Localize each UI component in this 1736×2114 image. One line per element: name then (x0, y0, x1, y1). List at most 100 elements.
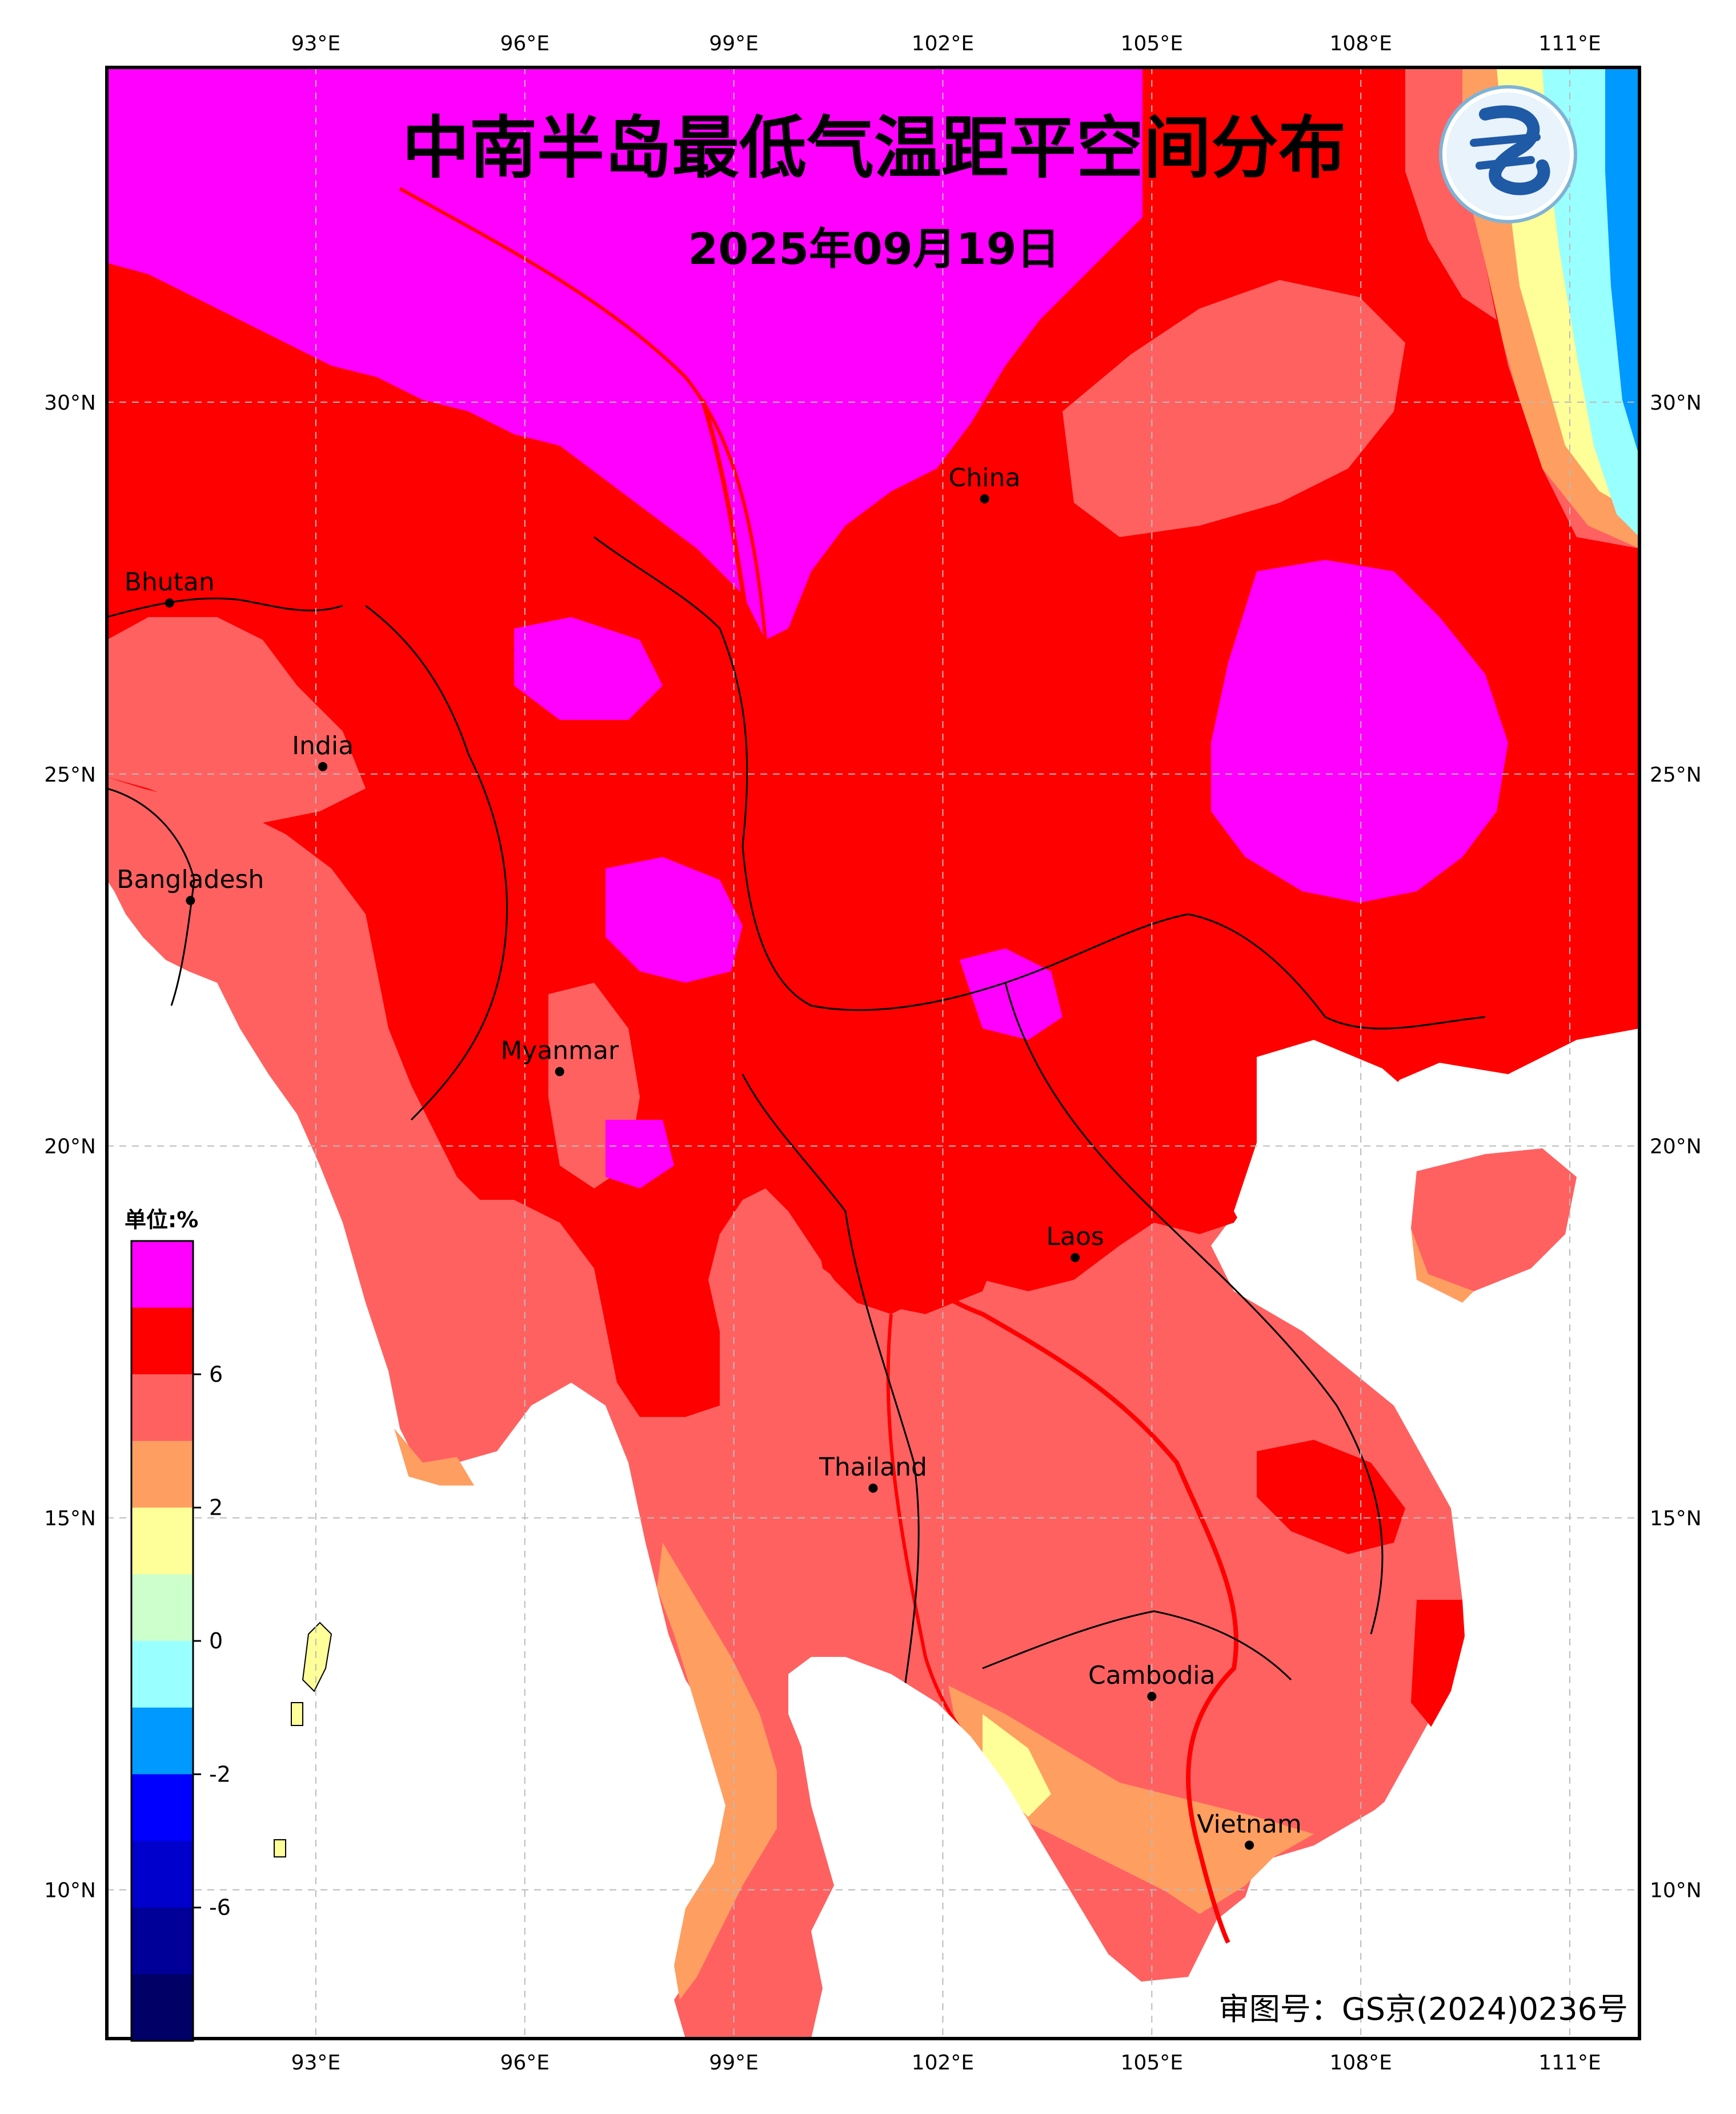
lon-tick-bottom: 96°E (500, 2051, 550, 2075)
lat-tick-right: 25°N (1650, 763, 1702, 787)
lat-tick-right: 30°N (1650, 391, 1702, 415)
coast-anomaly-0to2-tenasserim (657, 1543, 777, 2000)
lon-tick-top: 96°E (500, 32, 550, 55)
map-frame (105, 66, 1641, 2040)
coast-anomaly-0to2-gulf (948, 1685, 1314, 1914)
lat-tick-left: 15°N (44, 1507, 96, 1531)
place-label: Cambodia (1088, 1661, 1216, 1690)
lon-tick-bottom: 102°E (912, 2051, 974, 2075)
place-dot (165, 598, 174, 608)
place-dot (1245, 1840, 1254, 1850)
lon-ticks-bottom: 93°E 96°E 99°E 102°E 105°E 108°E 111°E (291, 2051, 1601, 2075)
colorbar-tick-label: 2 (209, 1495, 223, 1520)
andaman-islands (274, 1621, 332, 1857)
place-label: Myanmar (500, 1036, 619, 1066)
colorbar-swatches (131, 1241, 193, 2041)
colorbar-swatch (131, 1241, 193, 1308)
hainan-coast (1411, 1228, 1474, 1303)
border-bangladesh (107, 787, 195, 1006)
border-china-south (594, 536, 1486, 1030)
colorbar-swatch (131, 1441, 193, 1508)
colorbar-tick-label: 6 (209, 1362, 223, 1387)
border-india-myanmar (365, 604, 508, 1121)
lon-tick-bottom: 105°E (1121, 2051, 1183, 2075)
place-dot (1071, 1253, 1080, 1263)
land-anomaly-2to4-patch2 (1063, 280, 1405, 537)
place-label: India (292, 731, 354, 760)
land-anomaly-2to4-patch1 (107, 617, 366, 823)
anomaly-above6-assam (514, 617, 663, 720)
lon-tick-bottom: 99°E (709, 2051, 759, 2075)
anomaly-above6-myanmar-c (606, 1120, 674, 1188)
lon-ticks-top: 93°E 96°E 99°E 102°E 105°E 108°E 111°E (291, 32, 1601, 55)
colorbar-swatch (131, 1707, 193, 1775)
anomaly-above6-myanmar-n (606, 857, 743, 983)
colorbar-labels: 6 2 0 -2 -6 (193, 1362, 231, 1920)
place-dot (868, 1483, 878, 1493)
south-china-sea (1200, 1040, 1639, 2039)
lat-ticks-right: 30°N 25°N 20°N 15°N 10°N (1650, 391, 1702, 1903)
coast-anomaly-0to2-myanmar (394, 1428, 474, 1486)
place-label: Bangladesh (117, 865, 264, 894)
colorbar-swatch (131, 1641, 193, 1708)
place-dot (555, 1067, 564, 1076)
colorbar-swatch (131, 1574, 193, 1641)
bay-of-bengal (107, 983, 697, 2039)
colorbar: 单位:% 6 2 0 -2 -6 (125, 1207, 231, 2042)
place-dot (318, 762, 328, 771)
lat-tick-right: 15°N (1650, 1507, 1702, 1531)
colorbar-swatch (131, 1974, 193, 2041)
lon-tick-top: 93°E (291, 32, 341, 55)
lon-tick-top: 108°E (1329, 32, 1392, 55)
map-field: 中南半岛最低气温距平空间分布 2025年09月19日 China Bhutan In… (107, 67, 1639, 2039)
lat-tick-left: 20°N (44, 1135, 96, 1159)
colorbar-swatch (131, 1841, 193, 1908)
border-cambodia (982, 1610, 1292, 1681)
lon-tick-top: 99°E (709, 32, 759, 55)
border-myanmar-thailand (741, 1074, 920, 1703)
place-label: Thailand (819, 1453, 927, 1482)
border-bhutan (107, 597, 343, 618)
river-yarlung (399, 187, 767, 640)
place-label: Laos (1047, 1222, 1104, 1251)
anomaly-above6-east (1211, 560, 1508, 903)
lat-tick-left: 10°N (44, 1879, 96, 1903)
approval-number: 审图号：GS京(2024)0236号 (1218, 1991, 1628, 2027)
hainan-anomaly-top (1411, 1148, 1577, 1291)
anomaly-0-yellow-gulf (983, 1714, 1051, 1817)
place-label: China (949, 463, 1021, 493)
lat-tick-right: 20°N (1650, 1135, 1702, 1159)
gulf-of-thailand (800, 1657, 1200, 2039)
border-laos-vietnam (1004, 982, 1384, 1635)
anomaly-neg-blue (1605, 67, 1639, 457)
lat-ticks-left: 30°N 25°N 20°N 15°N 10°N (44, 391, 96, 1903)
lat-tick-left: 25°N (44, 763, 96, 787)
place-dot (980, 494, 989, 504)
colorbar-swatch (131, 1307, 193, 1375)
colorbar-tick-label: -6 (209, 1895, 231, 1920)
place-dot (186, 896, 195, 906)
land-anomaly-4to6-southvn (1257, 1440, 1405, 1554)
colorbar-swatch (131, 1774, 193, 1841)
anomaly-above6-tibet (107, 67, 1142, 640)
lat-tick-right: 10°N (1650, 1879, 1702, 1903)
gridlines (107, 67, 1639, 2039)
lon-tick-top: 111°E (1538, 32, 1601, 55)
lon-tick-bottom: 93°E (291, 2051, 341, 2075)
colorbar-swatch (131, 1507, 193, 1575)
anomaly-above6-tibet-sw (107, 67, 320, 194)
map-date: 2025年09月19日 (688, 223, 1060, 274)
lat-tick-left: 30°N (44, 391, 96, 415)
cma-dragon-logo-icon (1439, 85, 1577, 223)
anomaly-above6-sichuan (685, 251, 937, 400)
lon-tick-bottom: 108°E (1329, 2051, 1392, 2075)
place-dot (1147, 1692, 1157, 1701)
map-title: 中南半岛最低气温距平空间分布 (402, 109, 1346, 187)
place-label: Vietnam (1197, 1810, 1301, 1839)
lon-tick-bottom: 111°E (1538, 2051, 1601, 2075)
land-anomaly-2to4-patch3 (1405, 67, 1497, 320)
lon-tick-top: 105°E (1121, 32, 1183, 55)
colorbar-unit: 单位:% (125, 1207, 198, 1232)
colorbar-tick-label: -2 (209, 1761, 231, 1787)
